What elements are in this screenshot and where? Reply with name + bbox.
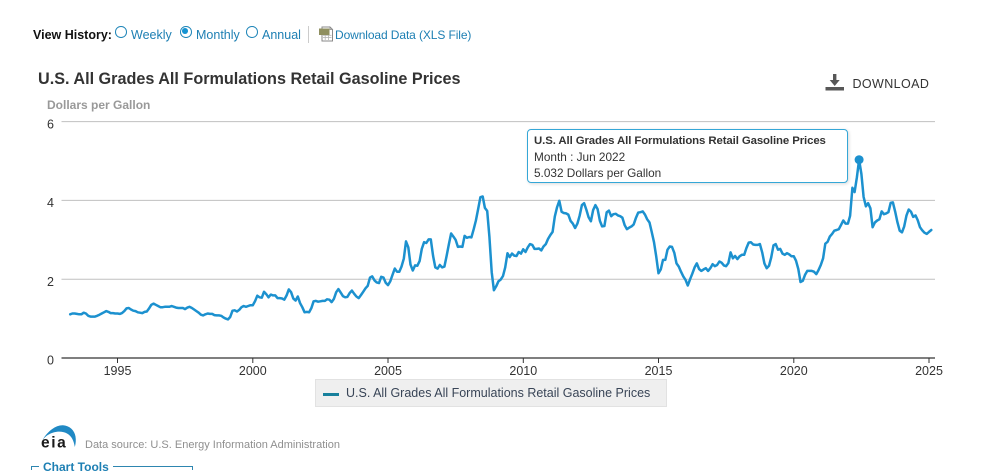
svg-text:1995: 1995 <box>104 364 132 378</box>
svg-text:2: 2 <box>47 275 54 289</box>
svg-text:6: 6 <box>47 118 54 132</box>
svg-text:2000: 2000 <box>239 364 267 378</box>
svg-text:eia: eia <box>41 435 67 452</box>
svg-text:2015: 2015 <box>645 364 673 378</box>
svg-text:2010: 2010 <box>509 364 537 378</box>
svg-text:4: 4 <box>47 196 54 210</box>
svg-text:2020: 2020 <box>780 364 808 378</box>
svg-text:2025: 2025 <box>915 364 943 378</box>
svg-text:0: 0 <box>47 354 54 368</box>
svg-text:2005: 2005 <box>374 364 402 378</box>
